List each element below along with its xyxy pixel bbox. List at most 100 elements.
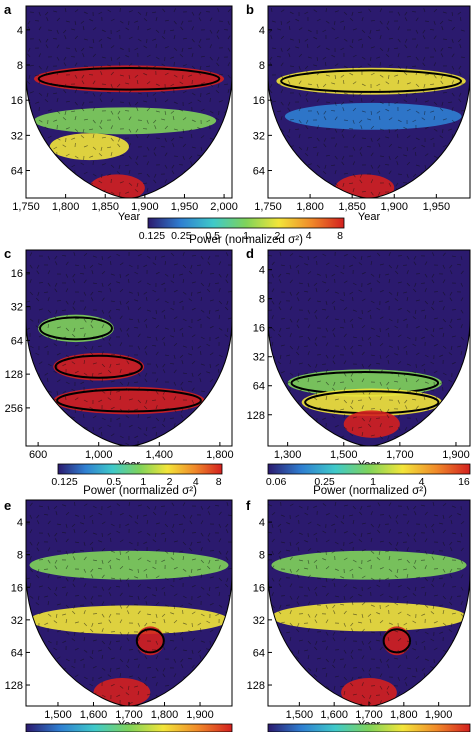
phase-arrow xyxy=(340,299,345,302)
phase-arrow xyxy=(271,327,275,332)
phase-arrow xyxy=(316,191,321,195)
phase-arrow xyxy=(56,71,59,76)
phase-arrow xyxy=(92,505,97,509)
phase-arrow xyxy=(29,144,34,148)
colorbar-tick-label: 4 xyxy=(419,476,425,488)
x-tick-label: 600 xyxy=(29,449,47,461)
phase-arrow xyxy=(379,396,383,401)
phase-arrow xyxy=(200,520,204,525)
phase-arrow xyxy=(358,344,363,347)
phase-arrow xyxy=(191,360,196,365)
phase-arrow xyxy=(406,173,409,178)
phase-arrow xyxy=(209,432,213,437)
phase-arrow xyxy=(89,264,94,269)
phase-arrow xyxy=(224,638,229,642)
phase-arrow xyxy=(352,92,355,98)
significance-contour xyxy=(37,67,221,91)
phase-arrow xyxy=(164,152,168,157)
phase-arrow xyxy=(439,135,444,139)
phase-arrow xyxy=(173,700,176,705)
phase-arrow xyxy=(441,414,444,419)
phase-arrow xyxy=(430,666,435,669)
phase-arrow xyxy=(155,682,158,687)
phase-arrow xyxy=(218,511,222,516)
phase-arrow xyxy=(196,264,202,266)
phase-arrow xyxy=(127,408,130,414)
phase-arrow xyxy=(304,372,309,375)
phase-arrow xyxy=(126,354,130,359)
phase-arrow xyxy=(442,676,447,679)
phase-arrow xyxy=(89,46,94,49)
phase-arrow xyxy=(126,327,130,332)
phase-arrow xyxy=(187,435,193,437)
phase-arrow xyxy=(55,336,58,342)
y-tick-label: 4 xyxy=(17,25,23,37)
x-tick-label: 1,700 xyxy=(355,709,383,721)
phase-arrow xyxy=(297,270,300,275)
phase-arrow xyxy=(110,523,115,527)
phase-arrow xyxy=(440,80,444,85)
phase-arrow xyxy=(413,538,417,543)
phase-arrow xyxy=(137,360,141,365)
phase-arrow xyxy=(109,640,112,645)
phase-arrow xyxy=(101,655,104,660)
phase-arrow xyxy=(29,649,34,652)
phase-arrow xyxy=(155,110,160,113)
colorbar-gradient xyxy=(267,723,471,732)
phase-arrow xyxy=(53,315,58,320)
phase-arrow xyxy=(218,565,221,570)
phase-arrow xyxy=(83,530,88,534)
phase-arrow xyxy=(412,92,417,95)
phase-arrow xyxy=(154,505,157,510)
phase-arrow xyxy=(200,336,205,340)
phase-arrow xyxy=(110,191,115,195)
phase-arrow xyxy=(394,101,399,105)
phase-arrow xyxy=(361,298,366,302)
phase-arrow xyxy=(173,20,177,25)
phase-arrow xyxy=(379,593,384,597)
phase-arrow xyxy=(44,345,49,349)
phase-arrow xyxy=(421,363,426,367)
phase-arrow xyxy=(331,415,336,419)
phase-arrow xyxy=(397,26,401,31)
phase-arrow xyxy=(313,424,318,428)
phase-arrow xyxy=(442,118,447,121)
phase-arrow xyxy=(271,191,274,197)
phase-arrow xyxy=(450,318,453,323)
phase-arrow xyxy=(137,530,142,534)
phase-arrow xyxy=(460,29,465,32)
phase-arrow xyxy=(172,191,175,196)
phase-arrow xyxy=(107,173,112,176)
phase-arrow xyxy=(360,255,363,260)
phase-arrow xyxy=(377,164,381,169)
phase-arrow xyxy=(180,387,184,392)
phase-arrow xyxy=(343,610,347,615)
phase-arrow xyxy=(125,577,130,581)
phase-arrow xyxy=(80,408,85,412)
phase-arrow xyxy=(379,61,381,67)
phase-arrow xyxy=(170,612,175,615)
phase-arrow xyxy=(137,318,140,323)
phase-arrow xyxy=(333,610,336,615)
phase-arrow xyxy=(38,308,43,311)
phase-arrow xyxy=(395,514,399,519)
phase-arrow xyxy=(182,529,185,534)
phase-arrow xyxy=(415,352,420,356)
phase-arrow xyxy=(460,390,465,394)
x-tick-label: 1,800 xyxy=(296,201,324,213)
phase-arrow xyxy=(457,622,462,625)
phase-arrow xyxy=(304,38,309,42)
phase-arrow xyxy=(83,556,87,561)
phase-arrow xyxy=(460,351,463,356)
phase-arrow xyxy=(65,261,69,266)
phase-arrow xyxy=(423,83,426,88)
phase-arrow xyxy=(90,318,94,323)
phase-arrow xyxy=(209,694,213,699)
x-tick-label: 1,950 xyxy=(171,201,199,213)
phase-arrow xyxy=(352,586,357,589)
phase-arrow xyxy=(116,585,121,588)
phase-arrow xyxy=(83,306,87,311)
phase-arrow xyxy=(143,100,148,103)
phase-arrow xyxy=(107,64,112,67)
